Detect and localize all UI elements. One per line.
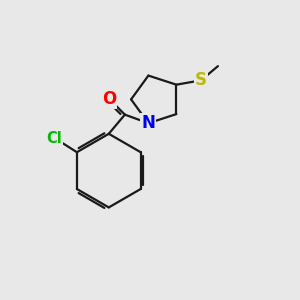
Text: N: N (141, 114, 155, 132)
Text: Cl: Cl (46, 131, 62, 146)
Text: O: O (102, 90, 116, 108)
Text: S: S (195, 71, 207, 89)
